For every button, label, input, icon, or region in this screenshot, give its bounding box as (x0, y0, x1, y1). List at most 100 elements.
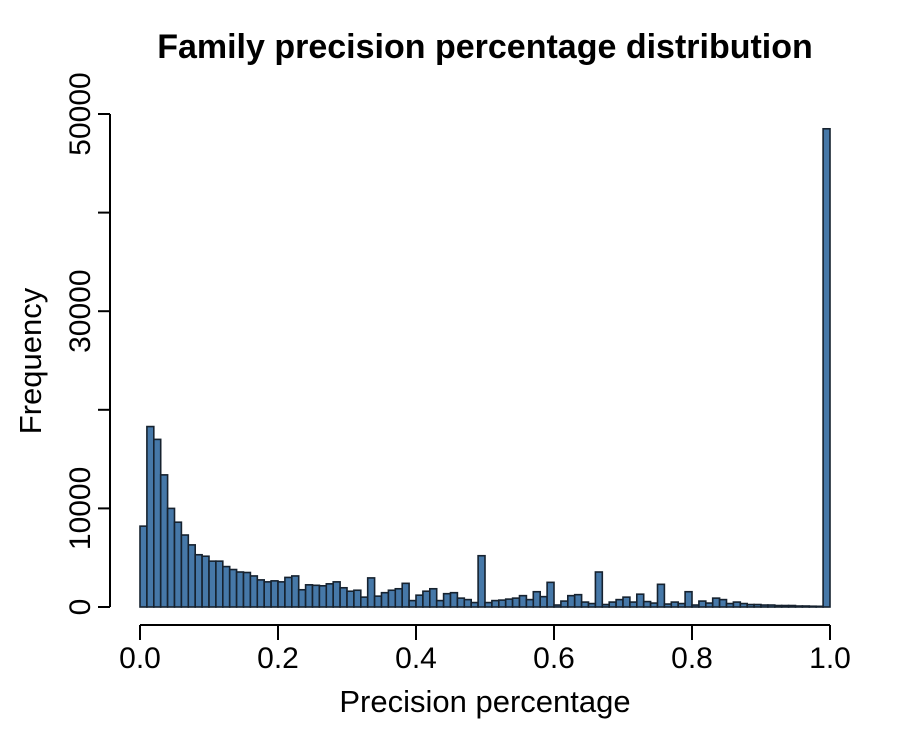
histogram-bar (284, 576, 293, 608)
chart-title: Family precision percentage distribution (157, 28, 813, 66)
histogram-bar (511, 597, 521, 608)
x-tick-label: 1.0 (809, 642, 851, 675)
histogram-bar (353, 589, 362, 608)
histogram-bar (215, 560, 224, 608)
histogram-bar (504, 598, 514, 608)
histogram-bar (808, 605, 817, 608)
histogram-bar (794, 605, 804, 608)
y-tick-label: 30000 (64, 269, 97, 352)
y-tick-label: 10000 (64, 467, 97, 550)
histogram-bar (587, 602, 597, 608)
histogram-bar (208, 560, 217, 608)
histogram-bar (615, 598, 624, 608)
x-tick-label: 0.2 (257, 642, 299, 675)
histogram-bar (525, 598, 535, 608)
histogram-bar (153, 438, 162, 608)
histogram-bar (228, 568, 238, 608)
histogram-bar (394, 587, 403, 608)
histogram-bar (449, 591, 459, 608)
histogram-bar (380, 591, 390, 608)
histogram-bar (580, 601, 590, 608)
histogram-bar (732, 601, 742, 608)
histogram-bar (373, 595, 383, 608)
histogram-bar (277, 581, 286, 608)
histogram-bar (401, 582, 410, 608)
histogram-bar (497, 599, 507, 608)
histogram-bar (815, 605, 824, 608)
histogram-bar (711, 597, 721, 608)
histogram-bar (491, 599, 500, 608)
histogram-bar (663, 603, 673, 608)
histogram-bar (159, 474, 169, 608)
histogram-bar (566, 594, 576, 608)
histogram-bar (670, 601, 679, 608)
histogram-bar (594, 571, 604, 608)
histogram-bar (822, 127, 831, 608)
histogram-bar (139, 525, 148, 608)
histogram-bar (235, 571, 245, 608)
y-tick-label: 50000 (64, 72, 97, 155)
x-axis-label: Precision percentage (339, 684, 631, 719)
histogram-bar (222, 565, 231, 608)
histogram-bar (463, 598, 472, 608)
histogram-bar (290, 575, 300, 608)
histogram-bar (553, 604, 562, 608)
histogram-bar (649, 602, 659, 608)
histogram-bar (684, 590, 693, 608)
histogram-bar (304, 584, 314, 608)
histogram-bar (166, 507, 176, 608)
histogram-bar (263, 581, 272, 608)
histogram-bar (739, 602, 748, 608)
histogram-bar (484, 601, 493, 608)
histogram-bar (249, 575, 259, 608)
histogram-bar (470, 601, 479, 608)
histogram-bar (270, 580, 279, 608)
histogram-bar (546, 581, 555, 608)
histogram-bar (332, 581, 341, 608)
histogram-bar (746, 603, 755, 608)
histogram-bar (601, 603, 610, 608)
histogram-bar (194, 553, 203, 608)
histogram-bar (256, 579, 265, 608)
histogram-bar (787, 604, 797, 608)
histogram-bar (608, 601, 617, 608)
histogram-bar (573, 593, 583, 608)
histogram-bar (622, 596, 631, 608)
histogram-bar (359, 596, 369, 608)
histogram-bar (366, 577, 376, 608)
histogram-bar (477, 554, 486, 608)
histogram-bar (346, 590, 355, 608)
histogram-bar (415, 594, 424, 608)
histogram-bar (725, 602, 735, 608)
histogram-bar (718, 598, 728, 608)
histogram-bar (518, 594, 528, 608)
histogram-bar (422, 590, 431, 608)
histogram-bar (173, 521, 183, 608)
x-tick-label: 0.0 (119, 642, 161, 675)
histogram-bar (242, 571, 252, 608)
histogram-bar (187, 544, 197, 608)
histogram-bar (801, 605, 811, 608)
histogram-bar (760, 604, 769, 608)
histogram-bar (297, 588, 307, 608)
histogram-bar (311, 584, 321, 608)
histogram-bar (456, 597, 466, 608)
histogram-bar (428, 587, 438, 608)
histogram-bar (656, 583, 666, 608)
histogram-bar (780, 604, 790, 608)
histogram-bar (201, 555, 210, 608)
histogram-bar (677, 602, 686, 608)
histogram-bar (387, 589, 397, 608)
histogram-bar (442, 592, 452, 608)
histogram-bar (325, 583, 334, 608)
x-tick-label: 0.8 (671, 642, 713, 675)
histogram-bar (435, 599, 445, 608)
histogram-bar (146, 425, 155, 608)
histogram-bar (532, 590, 541, 608)
x-tick-label: 0.6 (533, 642, 575, 675)
histogram-bar (753, 603, 762, 608)
histogram-bar (642, 600, 652, 608)
x-tick-label: 0.4 (395, 642, 437, 675)
